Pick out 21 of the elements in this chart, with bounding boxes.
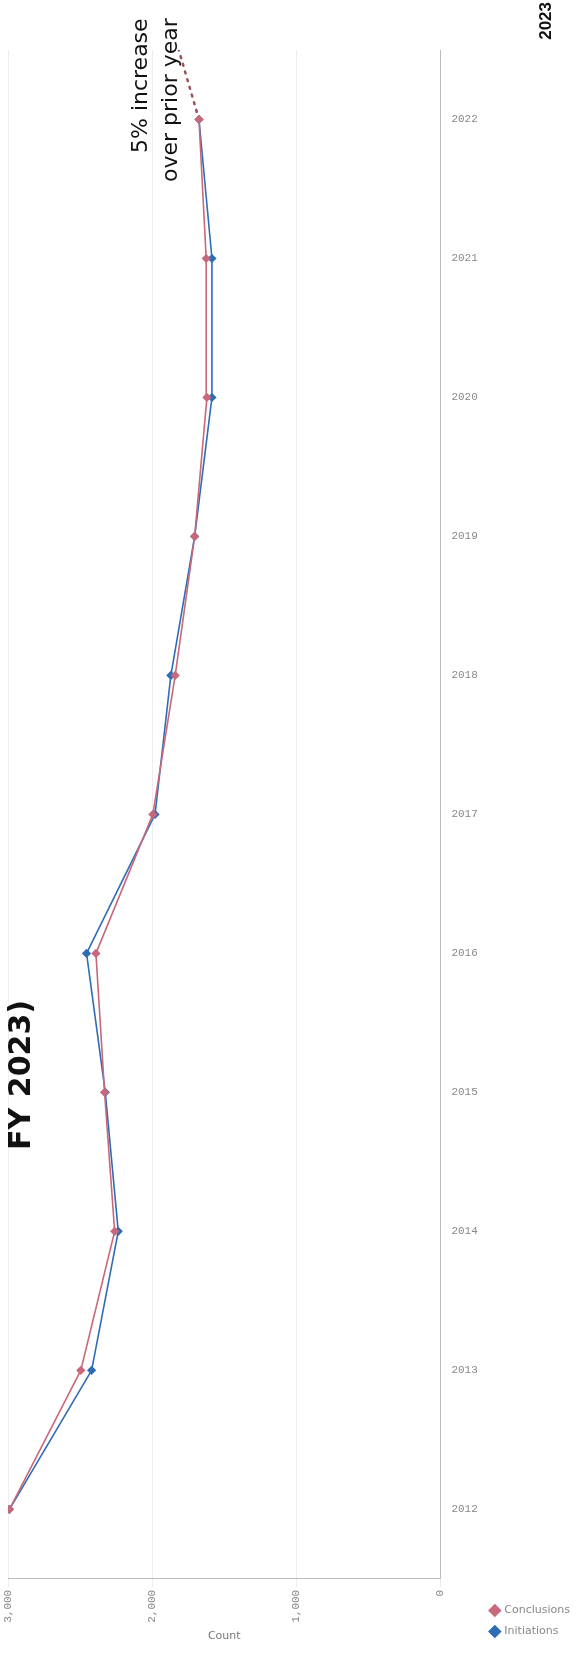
text: 2023 xyxy=(536,2,556,40)
x-tick-label: 2,000 xyxy=(146,1589,159,1623)
y-tick-label: 2016 xyxy=(451,947,478,960)
y-tick-label: 2022 xyxy=(451,113,478,126)
x-axis-title: Count xyxy=(207,1629,242,1643)
y-tick-label: 2015 xyxy=(451,1086,478,1099)
text: FY 2023) xyxy=(2,1000,37,1150)
legend-label: Conclusions xyxy=(504,1603,571,1617)
y-tick-label: 2019 xyxy=(451,530,478,543)
y-tick-label: 2014 xyxy=(451,1225,479,1238)
y-tick-label: 2021 xyxy=(451,252,479,265)
legend-label: Initiations xyxy=(504,1624,559,1638)
x-tick-label: 3,000 xyxy=(1,1589,14,1623)
y-tick-label: 2012 xyxy=(451,1503,478,1516)
x-tick-label: 0 xyxy=(434,1589,447,1597)
y-tick-label: 2020 xyxy=(451,391,478,404)
x-tick-label: 1,000 xyxy=(290,1589,303,1623)
y-tick-label: 2017 xyxy=(451,808,478,821)
y-tick-label: 2018 xyxy=(451,669,478,682)
annotation: 5% increase over prior year xyxy=(126,18,183,184)
y-tick-label: 2013 xyxy=(451,1364,478,1377)
